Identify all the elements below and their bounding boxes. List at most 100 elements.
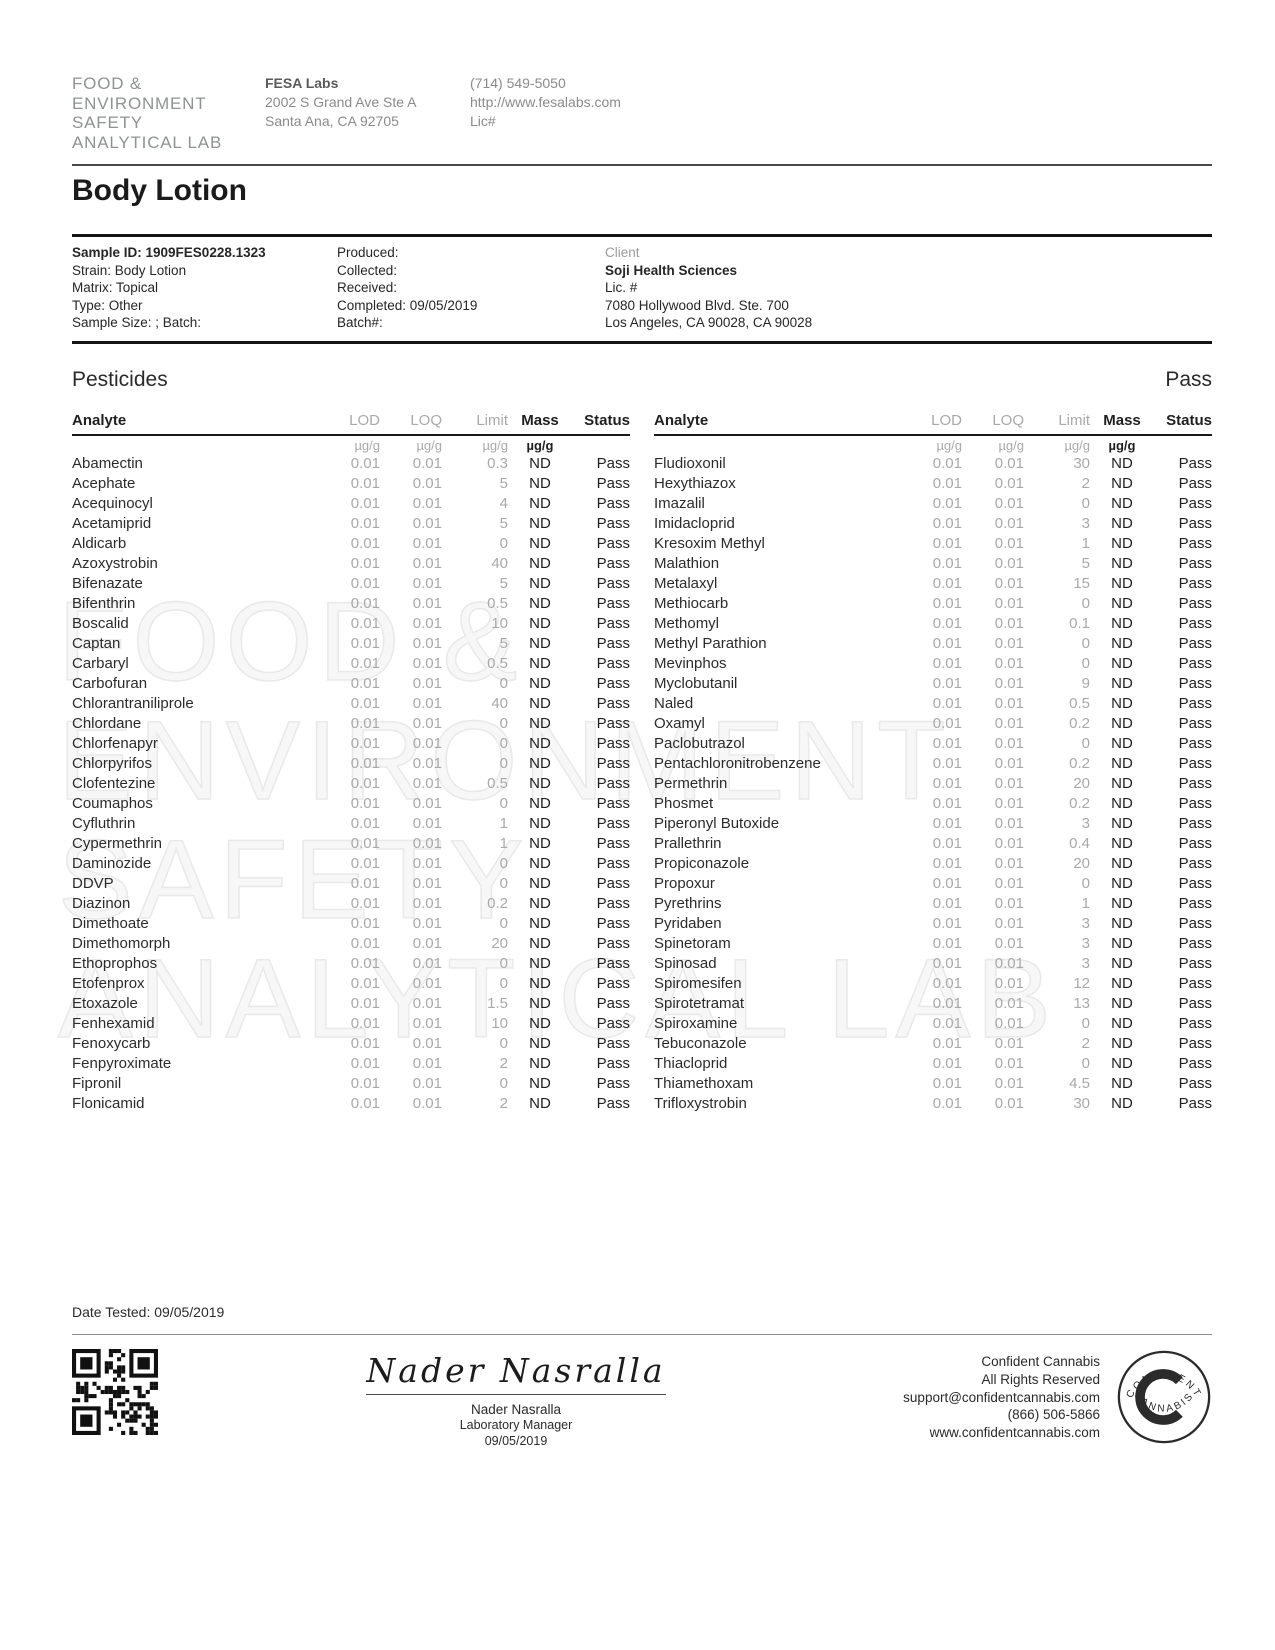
mass-value: ND [529, 1054, 551, 1072]
status-value: Pass [1178, 834, 1212, 852]
status-value: Pass [1178, 594, 1212, 612]
table-row: Chlorfenapyr 0.01 0.01 0 ND Pass [72, 734, 630, 754]
status-value: Pass [596, 894, 630, 912]
unit-loq: µg/g [416, 437, 442, 453]
analyte-name: Propiconazole [654, 854, 750, 872]
client-license: Lic. # [605, 280, 638, 296]
lod-value: 0.01 [932, 494, 962, 512]
table-row: Piperonyl Butoxide 0.01 0.01 3 ND Pass [654, 814, 1212, 834]
analyte-name: Spinetoram [654, 934, 731, 952]
sample-details: Sample ID: 1909FES0228.1323 Strain: Body… [72, 244, 337, 332]
limit-value: 1 [499, 814, 508, 832]
lod-value: 0.01 [932, 794, 962, 812]
status-value: Pass [596, 834, 630, 852]
mass-value: ND [1111, 514, 1133, 532]
limit-value: 3 [1081, 514, 1090, 532]
footer-divider [72, 1333, 1212, 1335]
analyte-name: Oxamyl [654, 714, 705, 732]
lod-value: 0.01 [932, 1034, 962, 1052]
analyte-name: Methomyl [654, 614, 720, 632]
analyte-name: Chlorfenapyr [72, 734, 158, 752]
limit-value: 3 [1081, 954, 1090, 972]
analyte-name: Thiamethoxam [654, 1074, 754, 1092]
analyte-name: Acequinocyl [72, 494, 153, 512]
limit-value: 5 [1081, 554, 1090, 572]
date-tested: Date Tested: 09/05/2019 [72, 1303, 225, 1320]
analyte-name: Pyrethrins [654, 894, 722, 912]
limit-value: 15 [1073, 574, 1090, 592]
status-value: Pass [596, 654, 630, 672]
status-value: Pass [596, 814, 630, 832]
table-row: Myclobutanil 0.01 0.01 9 ND Pass [654, 674, 1212, 694]
table-row: Coumaphos 0.01 0.01 0 ND Pass [72, 794, 630, 814]
limit-value: 0 [1081, 1054, 1090, 1072]
status-value: Pass [596, 494, 630, 512]
table-row: Dimethoate 0.01 0.01 0 ND Pass [72, 914, 630, 934]
analyte-name: Bifenazate [72, 574, 143, 592]
status-value: Pass [596, 1094, 630, 1112]
table-row: Acetamiprid 0.01 0.01 5 ND Pass [72, 514, 630, 534]
status-value: Pass [596, 774, 630, 792]
loq-value: 0.01 [412, 1054, 442, 1072]
lod-value: 0.01 [350, 734, 380, 752]
limit-value: 0.5 [487, 594, 508, 612]
status-value: Pass [596, 934, 630, 952]
limit-value: 0 [1081, 654, 1090, 672]
table-row: Pentachloronitrobenzene 0.01 0.01 0.2 ND Pass [654, 754, 1212, 774]
status-value: Pass [1178, 1054, 1212, 1072]
loq-value: 0.01 [412, 854, 442, 872]
limit-value: 40 [491, 554, 508, 572]
section-title: Pesticides [72, 367, 168, 391]
loq-value: 0.01 [412, 754, 442, 772]
status-value: Pass [596, 1074, 630, 1092]
lod-value: 0.01 [350, 514, 380, 532]
mass-value: ND [529, 614, 551, 632]
status-value: Pass [1178, 1094, 1212, 1112]
table-row: Dimethomorph 0.01 0.01 20 ND Pass [72, 934, 630, 954]
limit-value: 0.5 [487, 654, 508, 672]
status-value: Pass [596, 914, 630, 932]
loq-value: 0.01 [994, 994, 1024, 1012]
table-row: Cyfluthrin 0.01 0.01 1 ND Pass [72, 814, 630, 834]
signature-script: Nader Nasralla [366, 1350, 666, 1390]
analyte-name: Phosmet [654, 794, 714, 812]
cc-rights: All Rights Reserved [981, 1371, 1100, 1387]
client-address1: 7080 Hollywood Blvd. Ste. 700 [605, 297, 789, 313]
loq-value: 0.01 [994, 914, 1024, 932]
lod-value: 0.01 [932, 594, 962, 612]
mass-value: ND [529, 574, 551, 592]
mass-value: ND [1111, 994, 1133, 1012]
client-label: Client [605, 245, 640, 260]
status-value: Pass [1178, 854, 1212, 872]
analyte-name: Pyridaben [654, 914, 722, 932]
limit-value: 1.5 [487, 994, 508, 1012]
loq-value: 0.01 [412, 914, 442, 932]
col-status: Status [1154, 411, 1212, 436]
mass-value: ND [1111, 1034, 1133, 1052]
status-value: Pass [1178, 874, 1212, 892]
limit-value: 0 [1081, 734, 1090, 752]
signature-line [366, 1393, 666, 1395]
loq-value: 0.01 [412, 514, 442, 532]
loq-value: 0.01 [994, 834, 1024, 852]
table-row: Spirotetramat 0.01 0.01 13 ND Pass [654, 994, 1212, 1014]
status-value: Pass [596, 514, 630, 532]
table-row: Fenhexamid 0.01 0.01 10 ND Pass [72, 1014, 630, 1034]
loq-value: 0.01 [412, 674, 442, 692]
lod-value: 0.01 [350, 834, 380, 852]
loq-value: 0.01 [412, 594, 442, 612]
mass-value: ND [529, 494, 551, 512]
mass-value: ND [1111, 874, 1133, 892]
analyte-name: Imidacloprid [654, 514, 735, 532]
mass-value: ND [529, 774, 551, 792]
analyte-name: Chlorantraniliprole [72, 694, 194, 712]
analyte-name: Propoxur [654, 874, 715, 892]
limit-value: 5 [499, 474, 508, 492]
table-row: Thiacloprid 0.01 0.01 0 ND Pass [654, 1054, 1212, 1074]
signer-name: Nader Nasralla [470, 1401, 562, 1417]
mass-value: ND [1111, 834, 1133, 852]
mass-value: ND [529, 974, 551, 992]
lod-value: 0.01 [932, 954, 962, 972]
loq-value: 0.01 [994, 814, 1024, 832]
table-row: Etofenprox 0.01 0.01 0 ND Pass [72, 974, 630, 994]
